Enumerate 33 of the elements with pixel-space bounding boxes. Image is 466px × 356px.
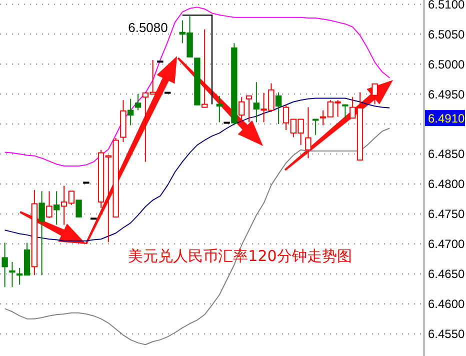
y-tick-label: 6.4550	[428, 327, 466, 342]
candlestick	[128, 98, 134, 126]
y-tick-label: 6.4750	[428, 207, 466, 222]
y-tick-label: 6.5000	[428, 57, 466, 72]
line-series	[4, 6, 390, 167]
candlestick	[216, 95, 222, 123]
candlestick	[238, 96, 245, 123]
text: 美元兑人民币汇率120分钟走势图	[128, 247, 352, 265]
y-tick-label: 6.5050	[428, 27, 466, 42]
y-tick-label: 6.4650	[428, 267, 466, 282]
y-tick-label: 6.5100	[428, 0, 466, 12]
candlestick	[253, 82, 260, 123]
candlestick	[202, 28, 208, 108]
candlestick	[76, 200, 82, 218]
annotation: 6.5080	[128, 20, 168, 35]
candlestick	[312, 118, 319, 136]
candlestick	[276, 92, 282, 125]
candlestick	[342, 104, 348, 119]
y-tick-label: 6.4600	[428, 297, 466, 312]
candlestick	[134, 94, 142, 111]
y-tick-label: 6.4800	[428, 177, 466, 192]
annotation: 6.4910	[428, 111, 466, 126]
candlestick	[372, 83, 378, 105]
candlestick	[305, 106, 312, 159]
y-tick-label: 6.4700	[428, 237, 466, 252]
candlestick	[54, 190, 60, 226]
candlestick	[46, 190, 52, 219]
y-tick-label: 6.4950	[428, 87, 466, 102]
candlestick	[38, 190, 45, 276]
candlestick	[9, 261, 16, 288]
y-tick-label: 6.4850	[428, 147, 466, 162]
candlestick	[2, 242, 8, 288]
candlestick	[246, 95, 252, 123]
